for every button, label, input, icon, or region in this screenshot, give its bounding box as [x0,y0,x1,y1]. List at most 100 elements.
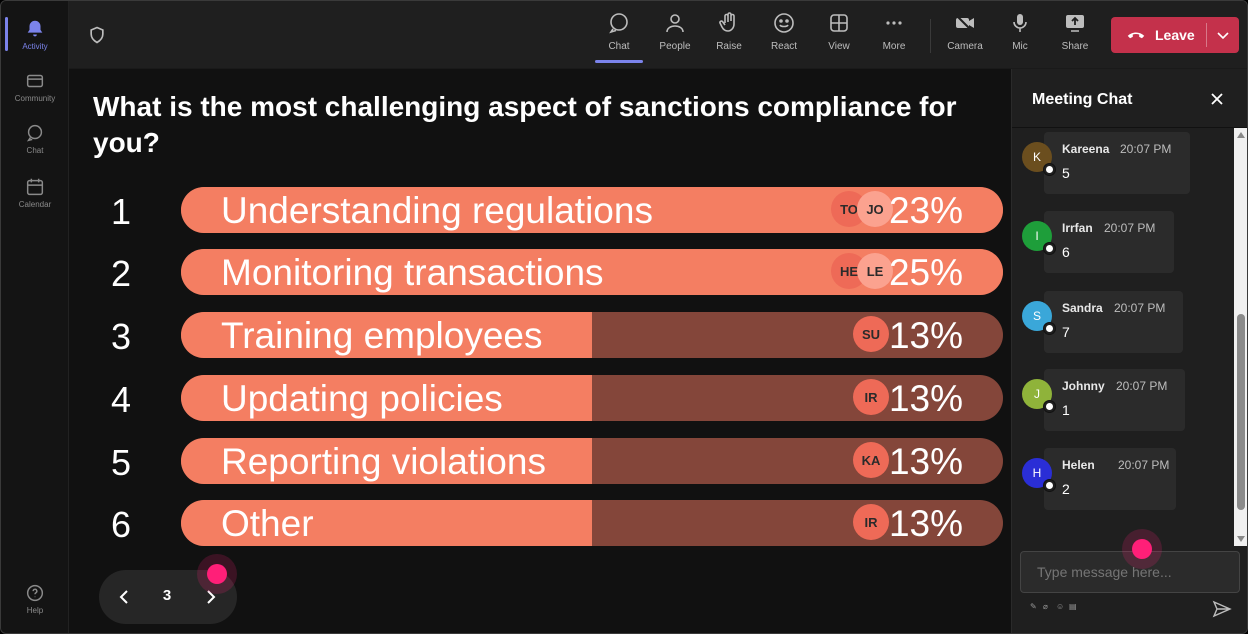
scroll-up-arrow[interactable] [1237,132,1245,138]
poll-option: 3 Training employees SU 13% [69,312,1011,358]
people-button-label: People [659,41,691,52]
poll-option-percent: 13% [888,441,963,482]
rail-item-community[interactable]: Community [1,61,69,111]
more-button-label: More [882,41,906,52]
raise-button-label: Raise [716,41,742,52]
poll-option: 2 Monitoring transactions HE LE 25% [69,249,1011,295]
poll-question: What is the most challenging aspect of s… [93,91,957,158]
scroll-down-arrow[interactable] [1237,536,1245,542]
scroll-thumb[interactable] [1237,314,1245,510]
bell-icon [27,20,43,36]
rail-item-activity[interactable]: Activity [1,9,69,59]
message-bubble: Irrfan 20:07 PM 6 [1044,211,1174,273]
chat-message-list: Kareena 20:07 PM 5 K Irrfan 20:07 PM 6 I Sandra 2… [1012,128,1234,546]
share-screen-icon [1066,15,1084,32]
leave-button[interactable]: Leave [1111,17,1239,53]
rail-label-community: Community [14,93,56,103]
mic-icon [1013,14,1027,32]
close-icon[interactable] [1208,90,1226,108]
camera-button[interactable]: Camera [939,11,991,61]
message-sender: Helen [1062,458,1095,472]
poll-option-percent: 25% [888,252,963,293]
meeting-toolbar: Chat People Raise React View More Camera [69,1,1247,69]
presentation-stage: What is the most challenging aspect of s… [69,69,1011,633]
presence-status-icon [1044,164,1055,175]
chat-icon [609,13,628,34]
chat-header-divider [1012,127,1247,128]
rail-item-calendar[interactable]: Calendar [1,167,69,217]
calendar-icon [26,178,44,195]
poll-option-number: 3 [110,316,132,357]
camera-off-icon [955,14,974,33]
voter-avatar: JO [857,191,893,227]
poll-option-percent: 13% [888,315,963,356]
chevron-left-icon[interactable] [115,587,135,607]
mic-button-label: Mic [1012,41,1028,52]
poll-option-number: 1 [110,191,132,232]
hang-up-icon [1127,32,1145,39]
page-number: 3 [162,587,172,604]
community-icon [26,74,44,87]
chat-icon [26,124,43,142]
message-text: 2 [1062,481,1070,497]
attach-icon[interactable]: ⌀ [1043,602,1048,611]
share-button-label: Share [1061,41,1089,52]
message-timestamp: 20:07 PM [1118,458,1170,472]
chat-scrollbar[interactable] [1234,128,1247,546]
message-bubble: Kareena 20:07 PM 5 [1044,132,1190,194]
raise-hand-button[interactable]: Raise [703,11,755,61]
chat-message: Sandra 20:07 PM 7 S [1012,287,1232,353]
poll-option-number: 5 [110,442,132,483]
poll-option-number: 2 [110,253,132,294]
share-button[interactable]: Share [1049,11,1101,61]
poll-result-fill [181,438,592,484]
toolbar-divider [930,19,931,53]
emoji-icon[interactable]: ☺ [1056,602,1065,611]
chevron-down-icon[interactable] [1215,27,1231,43]
voter-avatar: LE [857,253,893,289]
rail-label-chat: Chat [26,145,44,155]
chat-message: Kareena 20:07 PM 5 K [1012,128,1232,194]
poll-option: 6 Other IR 13% [69,500,1011,546]
rail-item-chat[interactable]: Chat [1,113,69,163]
poll-option-label: Monitoring transactions [221,252,604,293]
presence-status-icon [1044,243,1055,254]
mic-button[interactable]: Mic [994,11,1046,61]
format-toolbar: ✎ ⌀ ☺ ▤ [1030,603,1077,611]
message-sender: Irrfan [1062,221,1093,235]
voter-avatar: IR [853,504,889,540]
chat-button-label: Chat [608,41,630,52]
gif-icon[interactable]: ▤ [1069,602,1077,611]
view-button[interactable]: View [813,11,865,61]
more-button[interactable]: More [868,11,920,61]
chat-button[interactable]: Chat [593,11,645,63]
view-button-label: View [828,41,850,52]
poll-result-fill [181,375,592,421]
voter-avatar: KA [853,442,889,478]
message-bubble: Sandra 20:07 PM 7 [1044,291,1183,353]
poll-option-number: 6 [110,504,132,545]
format-icon[interactable]: ✎ [1030,602,1037,611]
message-text: 5 [1062,165,1070,181]
shield-icon[interactable] [87,25,107,45]
message-timestamp: 20:07 PM [1120,142,1172,156]
rail-label-help: Help [26,605,44,615]
poll-result-bar: Monitoring transactions HE LE 25% [181,249,1003,295]
people-icon [666,14,684,33]
rail-label-calendar: Calendar [18,199,52,209]
rail-item-help[interactable]: Help [1,573,69,623]
react-button[interactable]: React [758,11,810,61]
chevron-right-icon[interactable] [200,587,220,607]
poll-result-bar: Training employees SU 13% [181,312,1003,358]
message-sender: Johnny [1062,379,1105,393]
message-timestamp: 20:07 PM [1104,221,1156,235]
smiley-icon [774,13,794,33]
voter-avatar: SU [853,316,889,352]
people-button[interactable]: People [649,11,701,61]
poll-option-percent: 13% [888,378,963,419]
chat-message-input[interactable] [1020,551,1240,593]
message-bubble: Johnny 20:07 PM 1 [1044,369,1185,431]
send-icon[interactable] [1212,599,1232,619]
poll-option-label: Updating policies [221,378,503,419]
